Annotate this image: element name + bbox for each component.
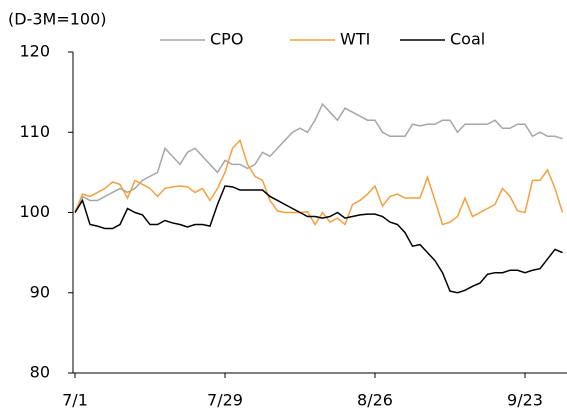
series-line xyxy=(74,185,563,294)
series-line xyxy=(74,138,564,226)
legend-label: CPO xyxy=(210,30,243,49)
x-tick-label: 7/29 xyxy=(207,391,243,410)
legend-label: Coal xyxy=(450,30,485,49)
y-tick-label: 90 xyxy=(30,282,50,301)
series-line xyxy=(74,102,563,213)
unit-label: (D-3M=100) xyxy=(8,10,107,29)
y-tick-label: 110 xyxy=(19,122,50,141)
x-tick-label: 8/26 xyxy=(357,391,393,410)
y-tick-label: 120 xyxy=(19,42,50,61)
y-tick-label: 80 xyxy=(30,363,50,382)
x-tick-label: 7/1 xyxy=(62,391,88,410)
legend-label: WTI xyxy=(340,30,370,49)
y-tick-label: 100 xyxy=(19,202,50,221)
x-tick-label: 9/23 xyxy=(507,391,543,410)
